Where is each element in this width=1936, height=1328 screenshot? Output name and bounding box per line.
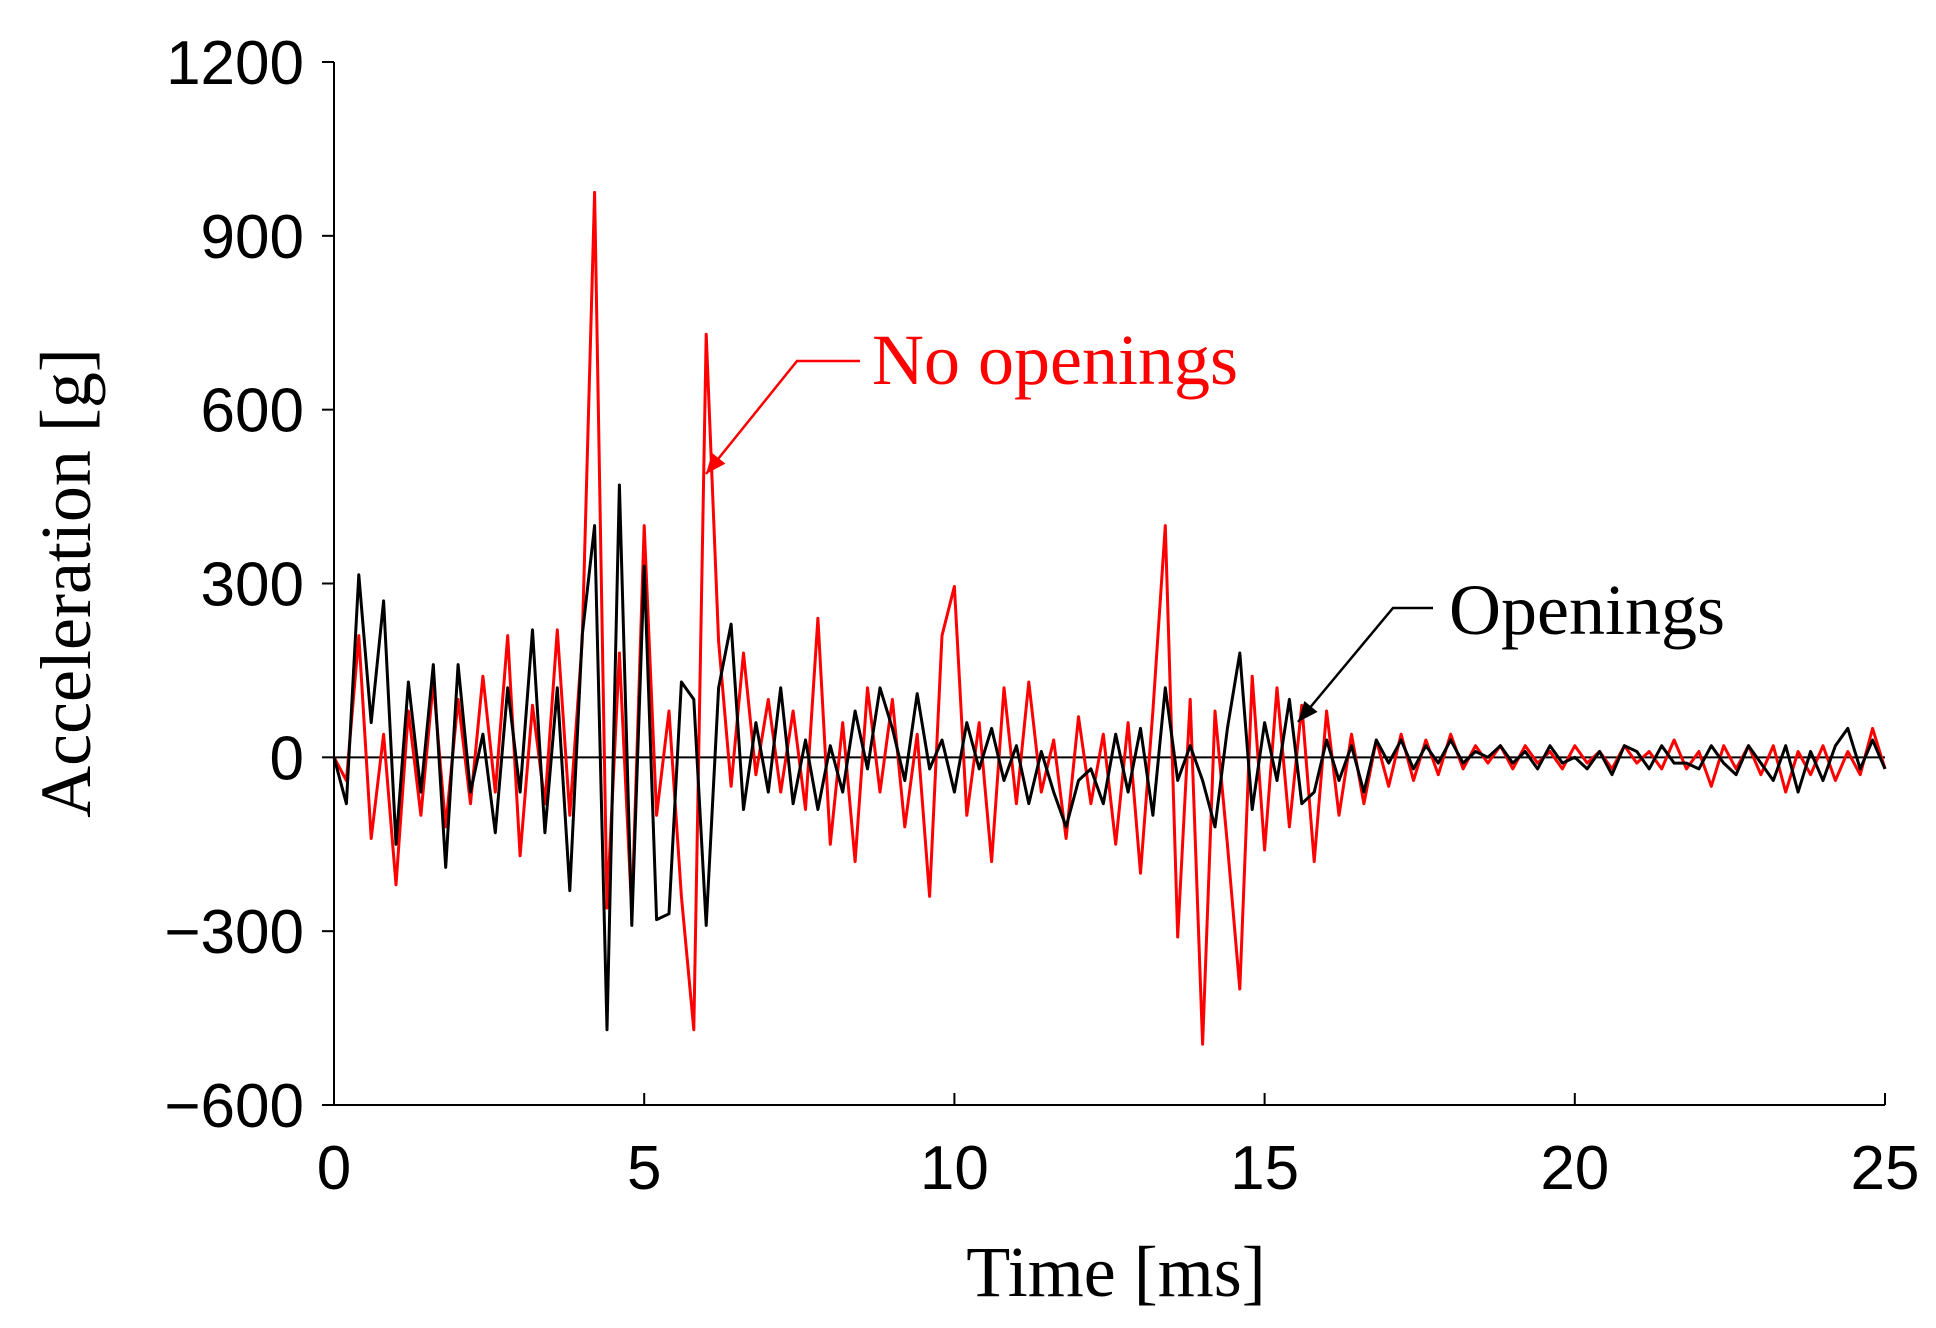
x-tick-label: 5 <box>627 1134 661 1203</box>
annotation: No openings <box>872 320 1238 400</box>
x-axis-title: Time [ms] <box>966 1232 1265 1312</box>
x-tick-label: 0 <box>317 1134 351 1203</box>
y-tick-label: 1200 <box>166 29 304 98</box>
annotation-leader <box>705 359 860 475</box>
x-tick-label: 20 <box>1540 1134 1609 1203</box>
x-tick-label: 25 <box>1851 1134 1920 1203</box>
y-tick-label: 0 <box>270 724 304 793</box>
annotation-arrowhead <box>1298 700 1318 722</box>
annotation-arrowhead <box>706 452 726 474</box>
annotation: Openings <box>1449 570 1725 650</box>
y-tick-label: 300 <box>201 551 304 620</box>
y-tick-label: 900 <box>201 203 304 272</box>
annotation-leader <box>1297 606 1433 723</box>
x-tick-label: 15 <box>1230 1134 1299 1203</box>
y-axis-title: Acceleration [g] <box>26 348 106 818</box>
x-tick-label: 10 <box>920 1134 989 1203</box>
series-line <box>332 483 1887 1032</box>
y-tick-label: −600 <box>164 1072 304 1141</box>
series-line <box>332 190 1887 1046</box>
y-tick-label: −300 <box>164 898 304 967</box>
y-tick-label: 600 <box>201 377 304 446</box>
